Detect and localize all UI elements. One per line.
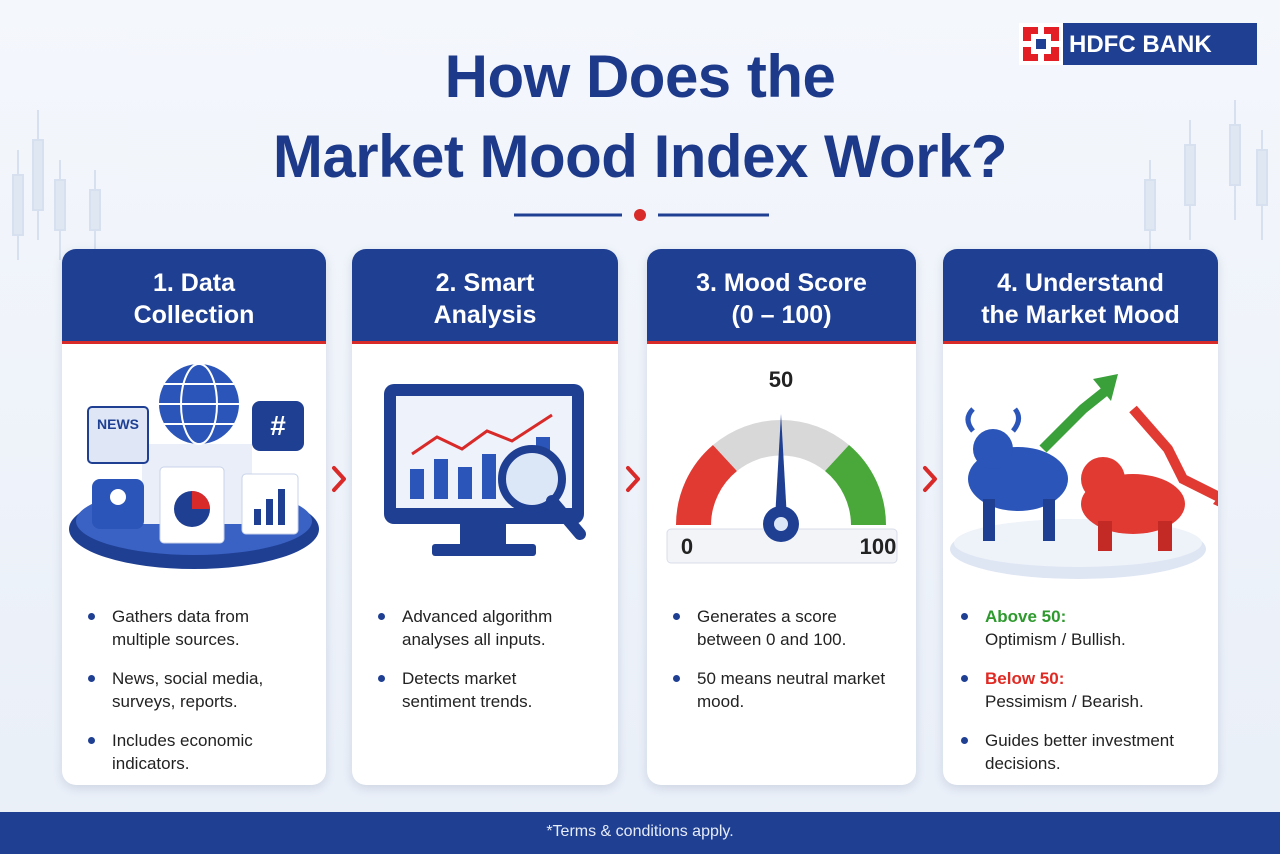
bullet: Advanced algorithm analyses all inputs. xyxy=(374,605,594,651)
card-title: 3. Mood Score xyxy=(696,269,867,297)
bullet: Above 50: Optimism / Bullish. xyxy=(957,605,1197,651)
card-title: Analysis xyxy=(433,301,537,329)
card-header: 2. Smart Analysis xyxy=(352,249,618,344)
gauge-mid-label: 50 xyxy=(769,367,793,392)
card-header: 3. Mood Score (0 – 100) xyxy=(647,249,916,344)
bull-bear-illustration xyxy=(950,374,1218,579)
gauge: 50 0 100 xyxy=(666,367,898,564)
bullet: Generates a score between 0 and 100. xyxy=(669,605,889,651)
card-title: 1. Data xyxy=(153,269,235,297)
bullet-list: Above 50: Optimism / Bullish. Below 50: … xyxy=(957,605,1197,785)
logo-mark xyxy=(1019,23,1063,65)
gauge-max-label: 100 xyxy=(860,534,897,559)
logo-text: HDFC BANK xyxy=(1069,31,1212,58)
title-line: How Does the xyxy=(444,43,836,110)
bullet: Gathers data from multiple sources. xyxy=(84,605,304,651)
card-header: 4. Understand the Market Mood xyxy=(943,249,1218,344)
bullet-text: Optimism / Bullish. xyxy=(985,630,1126,649)
card-title: Collection xyxy=(133,301,255,329)
divider xyxy=(514,209,769,221)
card-title: (0 – 100) xyxy=(731,301,832,329)
step-card: 2. Smart Analysis Advanced algorithm ana… xyxy=(352,249,618,785)
bullet: News, social media, surveys, reports. xyxy=(84,667,304,713)
bullet: Includes economic indicators. xyxy=(84,729,304,775)
bullet: Guides better investment decisions. xyxy=(957,729,1197,775)
bullet-list: Generates a score between 0 and 100. 50 … xyxy=(669,605,889,729)
title-line: Market Mood Index Work? xyxy=(272,123,1008,190)
card-title: 2. Smart xyxy=(435,269,535,297)
bullet: Below 50: Pessimism / Bearish. xyxy=(957,667,1197,713)
bullet-list: Gathers data from multiple sources. News… xyxy=(84,605,304,785)
bullet-list: Advanced algorithm analyses all inputs. … xyxy=(374,605,594,729)
news-icon-label: NEWS xyxy=(97,416,139,432)
bullet-label: Above 50: xyxy=(985,607,1067,626)
bullet: Detects market sentiment trends. xyxy=(374,667,594,713)
bullet: 50 means neutral market mood. xyxy=(669,667,889,713)
gauge-min-label: 0 xyxy=(681,534,693,559)
step-card: 3. Mood Score (0 – 100) 50 0 100 Generat… xyxy=(647,249,916,785)
footer: *Terms & conditions apply. xyxy=(0,812,1280,854)
analysis-illustration xyxy=(384,384,586,556)
step-card: 4. Understand the Market Mood Above 50: … xyxy=(943,249,1218,785)
bullet-text: Guides better investment decisions. xyxy=(985,731,1174,773)
background-decor xyxy=(12,100,1268,260)
data-illustration: NEWS # xyxy=(69,363,319,569)
logo: HDFC BANK xyxy=(1019,23,1257,65)
footer-note: *Terms & conditions apply. xyxy=(546,823,734,840)
step-arrows xyxy=(332,466,937,492)
bullet-label: Below 50: xyxy=(985,669,1065,688)
card-title: the Market Mood xyxy=(981,301,1180,329)
card-header: 1. Data Collection xyxy=(62,249,326,344)
card-title: 4. Understand xyxy=(997,269,1164,297)
bullet-text: Pessimism / Bearish. xyxy=(985,692,1144,711)
hashtag-icon-label: # xyxy=(270,410,286,441)
step-card: 1. Data Collection NEWS # Gathers data f… xyxy=(62,249,326,785)
